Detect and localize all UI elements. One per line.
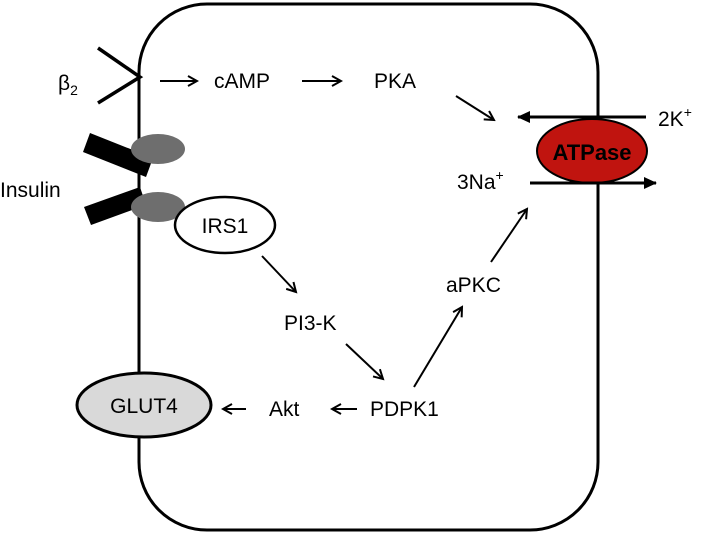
pi3k-label: PI3-K	[284, 312, 337, 335]
insulin-receptor-bar-top	[83, 133, 153, 177]
insulin-receptor-blob-top	[131, 134, 185, 164]
cell-membrane	[137, 2, 600, 532]
sodium-count: 3Na	[457, 171, 496, 194]
arrow-apkc-to-atpase	[490, 209, 527, 263]
apkc-label: aPKC	[446, 274, 501, 297]
glut4-transporter	[75, 371, 213, 439]
sodium-label: 3Na+	[457, 167, 504, 194]
beta-subscript: 2	[70, 82, 78, 98]
pka-label: PKA	[374, 70, 416, 93]
akt-label: Akt	[269, 398, 300, 421]
insulin-receptor-bar-bottom	[84, 187, 146, 225]
potassium-charge: +	[684, 104, 692, 120]
arrow-pi3k-to-pdpk1	[345, 343, 383, 379]
potassium-label: 2K+	[658, 104, 692, 131]
irs1-label: IRS1	[202, 215, 249, 238]
arrow-irs1-to-pi3k	[261, 255, 296, 292]
glut4-label: GLUT4	[110, 395, 178, 418]
beta2-receptor	[97, 46, 144, 105]
atpase-label: ATPase	[552, 140, 631, 165]
camp-label: cAMP	[214, 70, 270, 93]
potassium-count: 2K	[658, 108, 684, 131]
pdpk1-label: PDPK1	[370, 398, 439, 421]
arrow-pka-to-atpase	[455, 95, 494, 120]
beta-symbol: β	[58, 72, 70, 95]
beta2-label: β2	[58, 72, 78, 98]
insulin-label: Insulin	[0, 179, 61, 202]
irs1-node	[173, 195, 277, 255]
arrow-pdpk1-to-apkc	[413, 307, 462, 388]
sodium-charge: +	[496, 167, 504, 183]
insulin-receptor-blob-bottom	[131, 192, 185, 222]
